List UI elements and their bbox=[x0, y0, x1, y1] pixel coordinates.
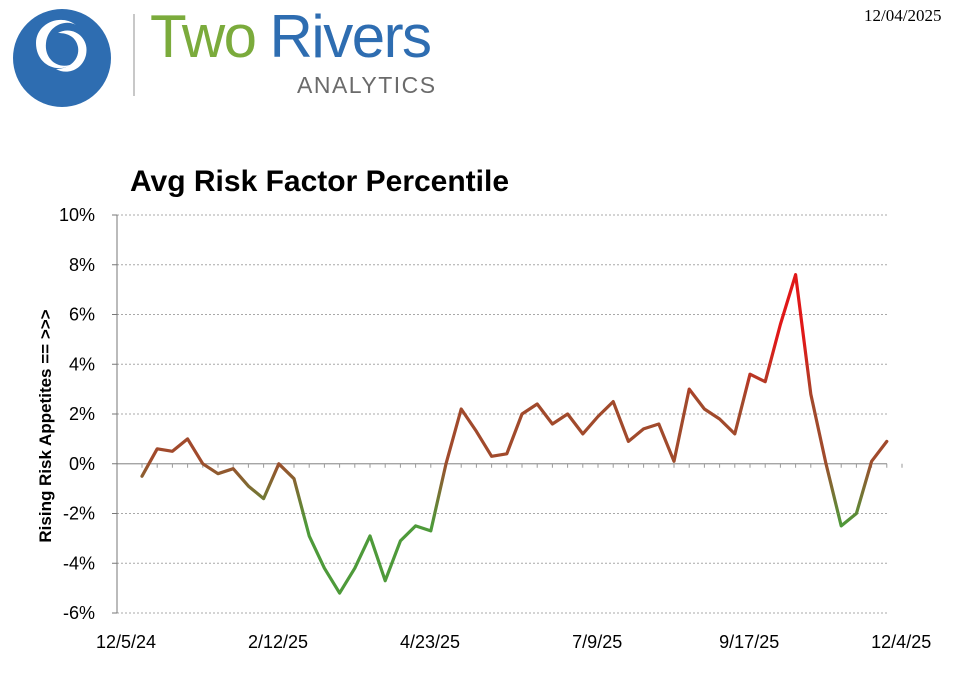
x-tick-label: 12/5/24 bbox=[96, 632, 156, 652]
series-line bbox=[140, 273, 889, 595]
series-layer bbox=[140, 273, 889, 595]
y-tick-label: 0% bbox=[69, 454, 95, 474]
logo-word-two: Two bbox=[150, 3, 257, 70]
y-tick-label: -6% bbox=[63, 603, 95, 623]
logo-subtitle: ANALYTICS bbox=[297, 72, 437, 98]
logo-divider bbox=[133, 14, 135, 96]
report-date: 12/04/2025 bbox=[864, 6, 942, 25]
y-tick-label: -2% bbox=[63, 504, 95, 524]
axis-layer bbox=[112, 214, 903, 614]
y-tick-label: 8% bbox=[69, 255, 95, 275]
y-tick-label: 6% bbox=[69, 305, 95, 325]
y-tick-label: -4% bbox=[63, 553, 95, 573]
label-layer: -6% -4% -2% 0% 2% 4% 6% 8% 10% 12/5/24 2/12/25 4/23… bbox=[59, 205, 931, 652]
logo-word-rivers: Rivers bbox=[269, 3, 433, 70]
two-rivers-logo-icon bbox=[13, 9, 111, 107]
logo-wordmark: Two Rivers bbox=[150, 2, 433, 72]
x-tick-label: 7/9/25 bbox=[572, 632, 622, 652]
y-tick-label: 10% bbox=[59, 205, 95, 225]
x-tick-label: 9/17/25 bbox=[719, 632, 779, 652]
y-axis-label: Rising Risk Appetites == >>> bbox=[36, 309, 55, 542]
y-tick-label: 4% bbox=[69, 354, 95, 374]
x-tick-label: 2/12/25 bbox=[248, 632, 308, 652]
chart-title: Avg Risk Factor Percentile bbox=[130, 165, 510, 198]
x-tick-label: 12/4/25 bbox=[871, 632, 931, 652]
x-tick-label: 4/23/25 bbox=[400, 632, 460, 652]
grid-layer bbox=[117, 214, 887, 614]
y-tick-label: 2% bbox=[69, 404, 95, 424]
